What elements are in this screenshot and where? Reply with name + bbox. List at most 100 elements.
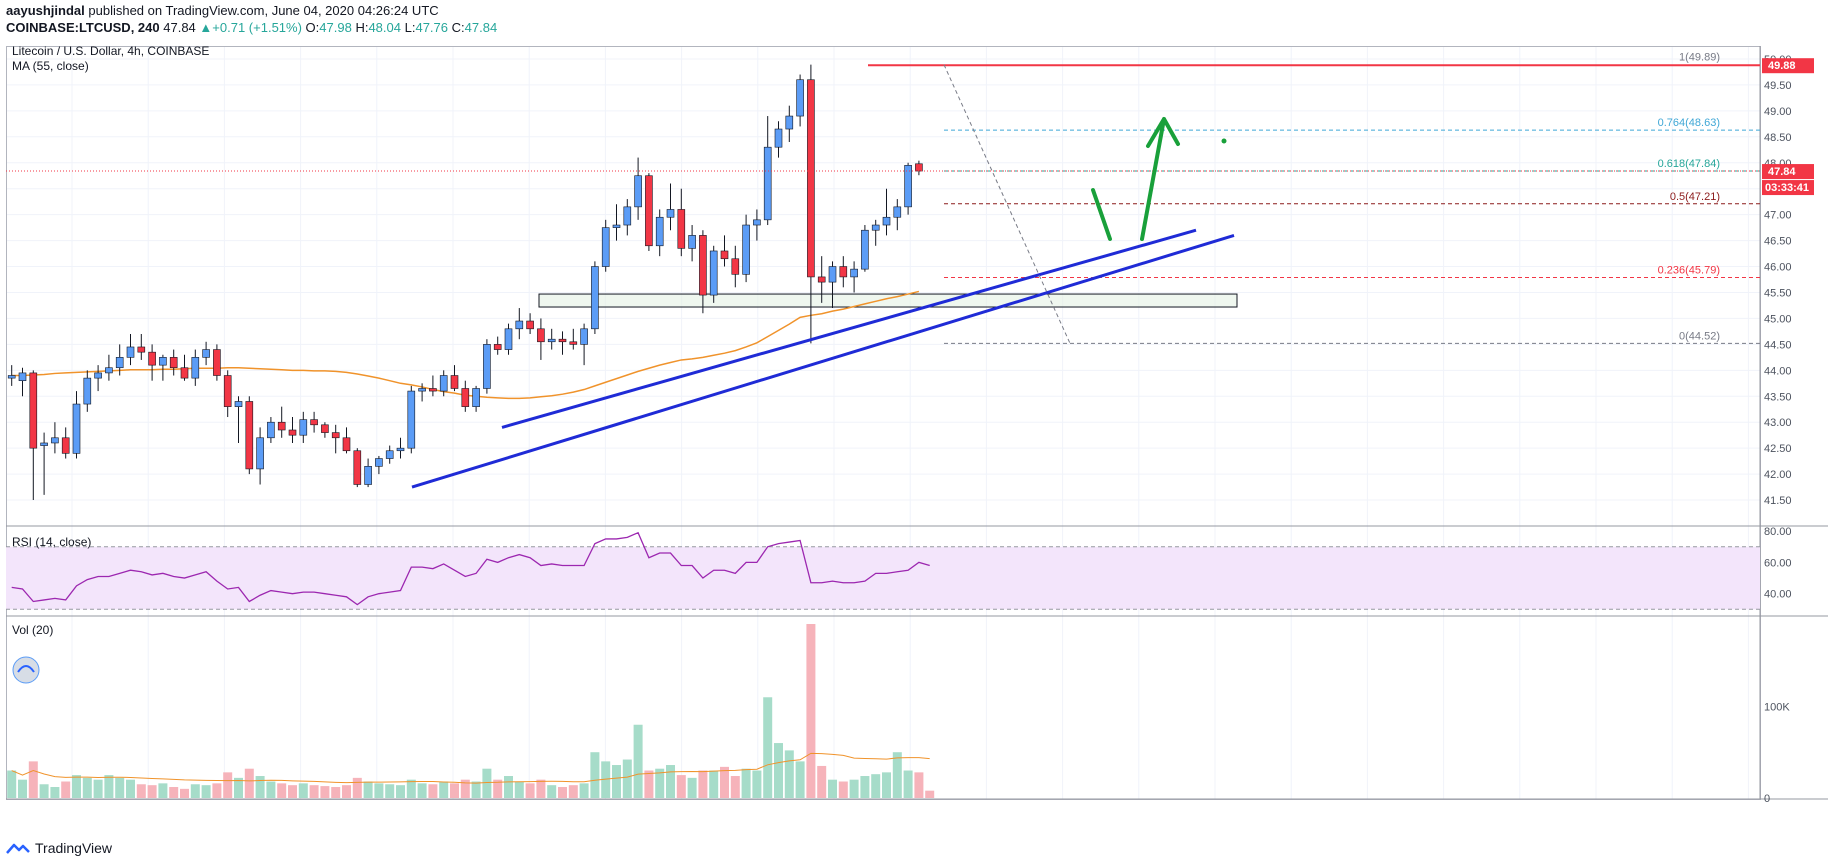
candle (256, 427, 264, 485)
candle (472, 385, 480, 412)
rsi-legend: RSI (14, close) (12, 535, 91, 549)
candle-body (828, 266, 837, 283)
candle-body (720, 250, 729, 260)
candle (731, 245, 740, 288)
candle-body (645, 175, 653, 247)
volume-bar (882, 772, 891, 798)
support-zone (538, 293, 1238, 308)
candle-body (774, 128, 783, 148)
candle-body (7, 375, 16, 379)
candle-body (72, 403, 81, 454)
price-chart[interactable]: 1(49.89) 0.764(48.63) 0.618(47.84) 0.5(47.2… (6, 46, 1828, 806)
volume-ma-line (11, 752, 930, 784)
candle (677, 188, 686, 257)
candle-body (321, 424, 329, 433)
candle (817, 256, 826, 303)
candle-body (407, 390, 416, 449)
rsi-tick-label: 80.00 (1764, 526, 1792, 538)
candle-body (623, 206, 632, 226)
candle-body (915, 163, 923, 172)
candle (763, 116, 772, 226)
volume-axis: 100K 0 (1764, 701, 1790, 805)
volume-bar (504, 776, 513, 798)
volume-bar (568, 785, 578, 798)
candle-body (472, 388, 480, 407)
volume-tick-label: 0 (1764, 793, 1770, 805)
candle (461, 380, 470, 412)
candle-body (137, 346, 146, 353)
high-value: 48.04 (368, 20, 401, 35)
candle (699, 230, 707, 314)
symbol-legend: Litecoin / U.S. Dollar, 4h, COINBASE (12, 46, 209, 58)
candle-body (234, 401, 243, 407)
price-tick-label: 45.00 (1764, 313, 1792, 325)
candle (223, 370, 232, 418)
candle-body (213, 349, 221, 376)
author-name[interactable]: aayushjindal (6, 3, 85, 18)
volume-legend: Vol (20) (12, 623, 53, 637)
volume-bar (860, 776, 870, 798)
candle-body (796, 79, 804, 117)
rsi-tick-label: 60.00 (1764, 557, 1792, 569)
price-tick-label: 41.50 (1764, 495, 1792, 507)
volume-bar (201, 785, 211, 798)
volume-bar (82, 777, 92, 798)
candle-body (245, 401, 254, 470)
candle-body (839, 266, 848, 278)
candle (493, 336, 502, 355)
volume-bar (903, 770, 913, 798)
candle (396, 437, 405, 459)
open-value: 47.98 (319, 20, 352, 35)
candle-body (418, 388, 426, 392)
volume-bar (752, 770, 762, 798)
candle (299, 411, 308, 443)
candle-body (267, 421, 275, 439)
volume-bar (298, 783, 308, 798)
rsi-band (6, 546, 1760, 610)
candle-body (861, 229, 869, 270)
candle-body (83, 377, 92, 405)
last-price: 47.84 (163, 20, 196, 35)
volume-bar (514, 781, 524, 798)
candle (871, 219, 880, 246)
candle-body (148, 351, 156, 366)
volume-bar (547, 785, 557, 798)
candle (688, 225, 696, 262)
candle-body (504, 328, 513, 350)
candle-body (396, 447, 405, 452)
volume-bar (698, 770, 708, 798)
volume-bar (7, 770, 17, 798)
candle (861, 225, 869, 272)
price-change: +0.71 (+1.51%) (212, 20, 302, 35)
volume-bar (687, 777, 697, 798)
volume-bar (374, 783, 384, 798)
candle (234, 396, 243, 443)
high-label: H: (355, 20, 369, 35)
candle (709, 245, 718, 303)
chart-settings-button[interactable] (12, 656, 40, 684)
candle-body (353, 450, 362, 485)
volume-bar (849, 779, 859, 798)
low-value: 47.76 (415, 20, 449, 35)
volume-bar (622, 759, 632, 798)
candle-body (105, 367, 113, 374)
candle (40, 432, 48, 495)
footer-brand[interactable]: TradingView (35, 840, 113, 856)
candle (515, 308, 524, 340)
rsi-levels (6, 546, 1760, 610)
candle (202, 341, 210, 366)
volume-bar (223, 772, 233, 798)
trend-line-lower[interactable] (411, 233, 1235, 489)
candle-body (547, 338, 556, 343)
price-tick-label: 49.50 (1764, 80, 1792, 92)
trend-line-upper[interactable] (501, 228, 1197, 429)
candle (439, 370, 448, 397)
volume-bar (709, 770, 719, 798)
candle-body (342, 437, 351, 452)
candle (429, 375, 437, 397)
volume-bar (342, 785, 351, 798)
candle (137, 334, 146, 360)
volume-bar (18, 779, 27, 798)
last-price-tag-text: 47.84 (1768, 166, 1796, 178)
price-tick-label: 46.50 (1764, 236, 1792, 248)
